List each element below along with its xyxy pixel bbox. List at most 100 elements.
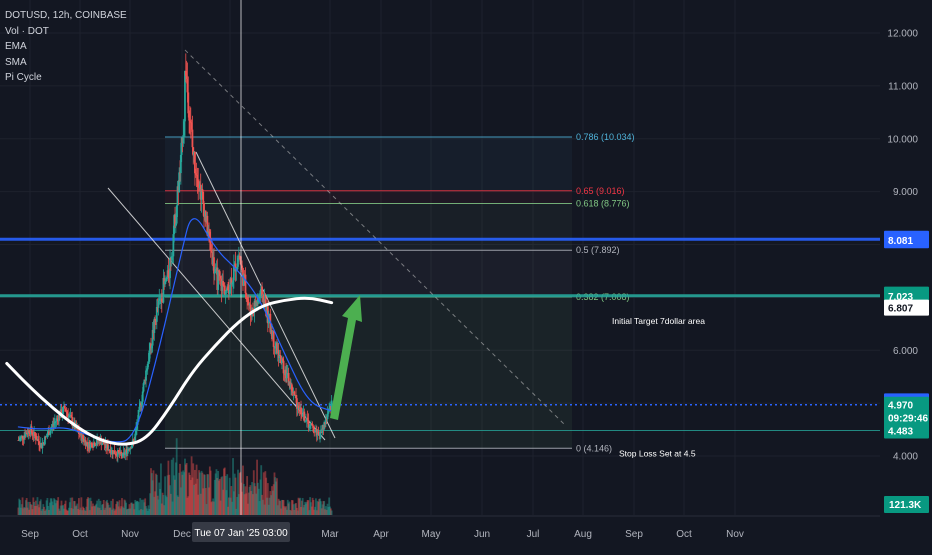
candle-body	[140, 401, 143, 405]
target-arrow[interactable]	[330, 295, 362, 420]
volume-badge[interactable]: 121.3K	[884, 496, 929, 513]
volume-bar	[67, 510, 70, 515]
candle-body	[197, 180, 200, 187]
candle-body	[136, 424, 138, 429]
candle-body	[206, 215, 209, 236]
volume-bar	[290, 500, 293, 515]
volume-bar	[35, 505, 38, 515]
y-tick-label: 4.000	[893, 452, 918, 463]
indicator-pi-cycle[interactable]: Pi Cycle	[5, 72, 42, 83]
candle-body	[185, 75, 188, 80]
volume-bar	[191, 477, 194, 515]
volume-bar	[217, 470, 220, 515]
volume-bar	[261, 494, 263, 515]
candle-body	[297, 405, 300, 409]
volume-bar	[249, 485, 252, 515]
indicator-ema[interactable]: EMA	[5, 41, 27, 52]
candle-body	[300, 407, 302, 415]
volume-bar	[271, 490, 274, 515]
volume-bar	[18, 498, 21, 515]
volume-bar	[30, 504, 33, 515]
price-badge[interactable]: 6.807	[884, 299, 929, 316]
volume-bar	[87, 497, 89, 515]
pi-cycle-line[interactable]	[5, 296, 334, 446]
volume-bar	[106, 499, 108, 515]
volume-bar	[164, 476, 166, 515]
candle-body	[157, 300, 160, 308]
volume-bar	[256, 459, 258, 515]
candle-body	[95, 443, 98, 446]
ema-line[interactable]	[17, 218, 333, 443]
volume-bar	[68, 502, 71, 515]
candle-body	[58, 414, 60, 422]
price-badge[interactable]: 8.081	[884, 232, 929, 249]
price-badge[interactable]: 4.970	[884, 396, 929, 413]
volume-bar	[321, 504, 324, 515]
candle-body	[319, 432, 321, 436]
candle-body	[236, 266, 239, 270]
volume-bar	[246, 476, 249, 515]
candle-body	[22, 438, 25, 440]
volume-bar	[177, 496, 180, 515]
fib-zone	[165, 190, 572, 204]
volume-bar	[224, 475, 227, 515]
volume-bar	[174, 479, 176, 515]
volume-bar	[52, 505, 55, 515]
candle-body	[121, 453, 124, 457]
volume-bar	[46, 497, 49, 515]
candle-body	[223, 285, 226, 295]
volume-bar	[193, 484, 195, 515]
volume-bar	[197, 494, 200, 515]
indicator-volume[interactable]: Vol · DOT	[5, 25, 49, 37]
volume-bar	[41, 508, 44, 515]
fib-label-0: 0 (4.146)	[576, 443, 612, 453]
price-axis[interactable]	[880, 0, 932, 550]
volume-bar	[94, 505, 97, 515]
symbol-title[interactable]: DOTUSD, 12h, COINBASE	[5, 10, 127, 21]
volume-bar	[118, 500, 121, 515]
volume-bar	[276, 478, 278, 515]
volume-bar	[299, 497, 302, 515]
volume-bar	[244, 486, 247, 515]
volume-bar	[92, 506, 95, 515]
trendline[interactable]	[107, 187, 326, 441]
candle-body	[182, 135, 185, 144]
volume-bar	[232, 458, 234, 515]
price-badge[interactable]: 09:29:46	[884, 409, 929, 426]
volume-bar	[27, 501, 30, 515]
volume-bar	[141, 509, 144, 515]
volume-bar	[76, 503, 79, 515]
candle-body	[213, 271, 216, 274]
x-tick-label: Aug	[574, 529, 592, 540]
x-tick-label: Oct	[72, 529, 88, 540]
candle-body	[191, 129, 194, 148]
candle-body	[145, 369, 148, 371]
volume-bar	[151, 480, 154, 515]
volume-bar	[120, 506, 123, 515]
candle-body	[259, 290, 262, 297]
volume-bar	[153, 496, 156, 515]
candle-body	[64, 408, 67, 412]
volume-bar	[53, 498, 55, 515]
candle-body	[51, 424, 54, 428]
x-tick-label: Mar	[321, 529, 339, 540]
volume-bar	[74, 506, 77, 515]
candle-body	[253, 300, 256, 312]
volume-bar	[23, 507, 26, 515]
volume-bar	[314, 506, 316, 515]
volume-bar	[17, 507, 20, 515]
volume-bar	[308, 510, 311, 515]
trendline[interactable]	[184, 49, 566, 426]
indicator-sma[interactable]: SMA	[5, 56, 27, 68]
volume-bar	[305, 501, 308, 515]
volume-bar	[225, 490, 228, 515]
price-badge[interactable]: 4.483	[884, 422, 929, 439]
volume-bar	[44, 510, 46, 515]
candle-body	[48, 431, 50, 435]
candle-body	[114, 453, 117, 455]
volume-bar	[259, 479, 262, 515]
candle-body	[141, 391, 144, 402]
candle-body	[313, 431, 316, 433]
